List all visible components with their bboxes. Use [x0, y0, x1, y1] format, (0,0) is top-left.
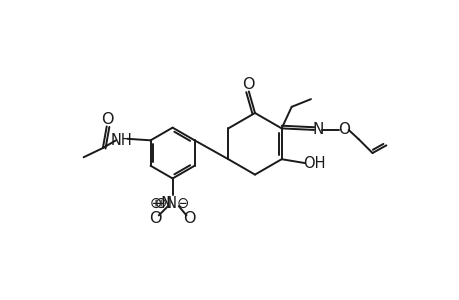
- Text: O: O: [183, 211, 196, 226]
- Text: O: O: [242, 77, 255, 92]
- Text: O: O: [149, 211, 162, 226]
- Text: N: N: [312, 122, 324, 137]
- Text: O: O: [101, 112, 113, 127]
- Text: NH: NH: [110, 133, 132, 148]
- Text: ⊕N⊖: ⊕N⊖: [155, 196, 190, 211]
- Text: OH: OH: [302, 156, 325, 171]
- Text: ⊕N: ⊕N: [149, 196, 172, 211]
- Text: O: O: [337, 122, 349, 137]
